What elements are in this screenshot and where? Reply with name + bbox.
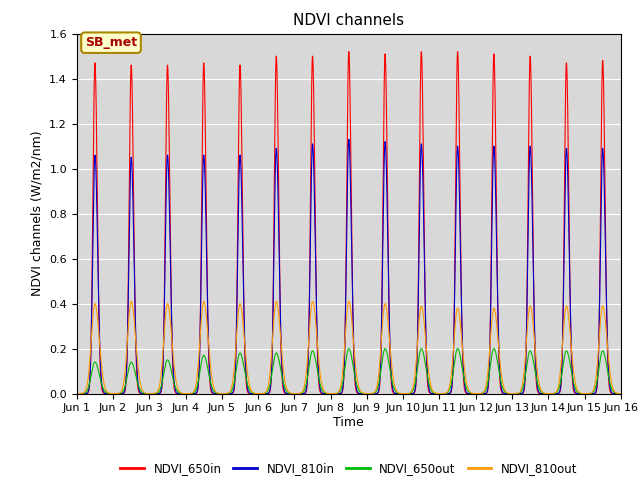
- NDVI_650out: [189, 390, 197, 396]
- NDVI_650out: [501, 389, 509, 395]
- Line: NDVI_650in: NDVI_650in: [77, 52, 621, 394]
- NDVI_810in: [276, 314, 284, 320]
- NDVI_650in: [615, 391, 623, 396]
- NDVI_810out: [127, 299, 135, 304]
- Y-axis label: NDVI channels (W/m2/nm): NDVI channels (W/m2/nm): [31, 131, 44, 297]
- NDVI_810out: [501, 388, 509, 394]
- Title: NDVI channels: NDVI channels: [293, 13, 404, 28]
- NDVI_810in: [189, 391, 197, 396]
- NDVI_650out: [424, 376, 431, 382]
- NDVI_810in: [184, 391, 191, 396]
- NDVI_650out: [615, 391, 623, 396]
- NDVI_810in: [424, 376, 431, 382]
- NDVI_650in: [276, 320, 284, 325]
- Line: NDVI_810out: NDVI_810out: [77, 301, 621, 394]
- NDVI_810out: [617, 391, 625, 396]
- NDVI_810in: [345, 136, 353, 142]
- NDVI_810out: [184, 391, 191, 396]
- NDVI_650out: [73, 391, 81, 396]
- NDVI_650in: [454, 49, 461, 55]
- NDVI_650in: [501, 391, 509, 396]
- NDVI_650in: [617, 391, 625, 396]
- NDVI_650out: [276, 365, 284, 371]
- NDVI_810out: [615, 391, 623, 396]
- NDVI_650in: [73, 391, 81, 396]
- Legend: NDVI_650in, NDVI_810in, NDVI_650out, NDVI_810out: NDVI_650in, NDVI_810in, NDVI_650out, NDV…: [116, 457, 582, 480]
- NDVI_810in: [615, 391, 623, 396]
- NDVI_650out: [184, 391, 191, 396]
- NDVI_650out: [617, 391, 625, 396]
- Line: NDVI_810in: NDVI_810in: [77, 139, 621, 394]
- NDVI_810in: [617, 391, 625, 396]
- NDVI_810out: [189, 389, 197, 395]
- NDVI_650in: [424, 383, 431, 388]
- NDVI_650in: [189, 391, 197, 396]
- NDVI_810out: [424, 362, 431, 368]
- Text: SB_met: SB_met: [85, 36, 137, 49]
- X-axis label: Time: Time: [333, 416, 364, 429]
- NDVI_810out: [276, 333, 284, 339]
- NDVI_810in: [501, 391, 509, 396]
- NDVI_650in: [184, 391, 191, 396]
- Line: NDVI_650out: NDVI_650out: [77, 348, 621, 394]
- NDVI_650out: [490, 346, 498, 351]
- NDVI_810out: [73, 391, 81, 396]
- NDVI_810in: [73, 391, 81, 396]
